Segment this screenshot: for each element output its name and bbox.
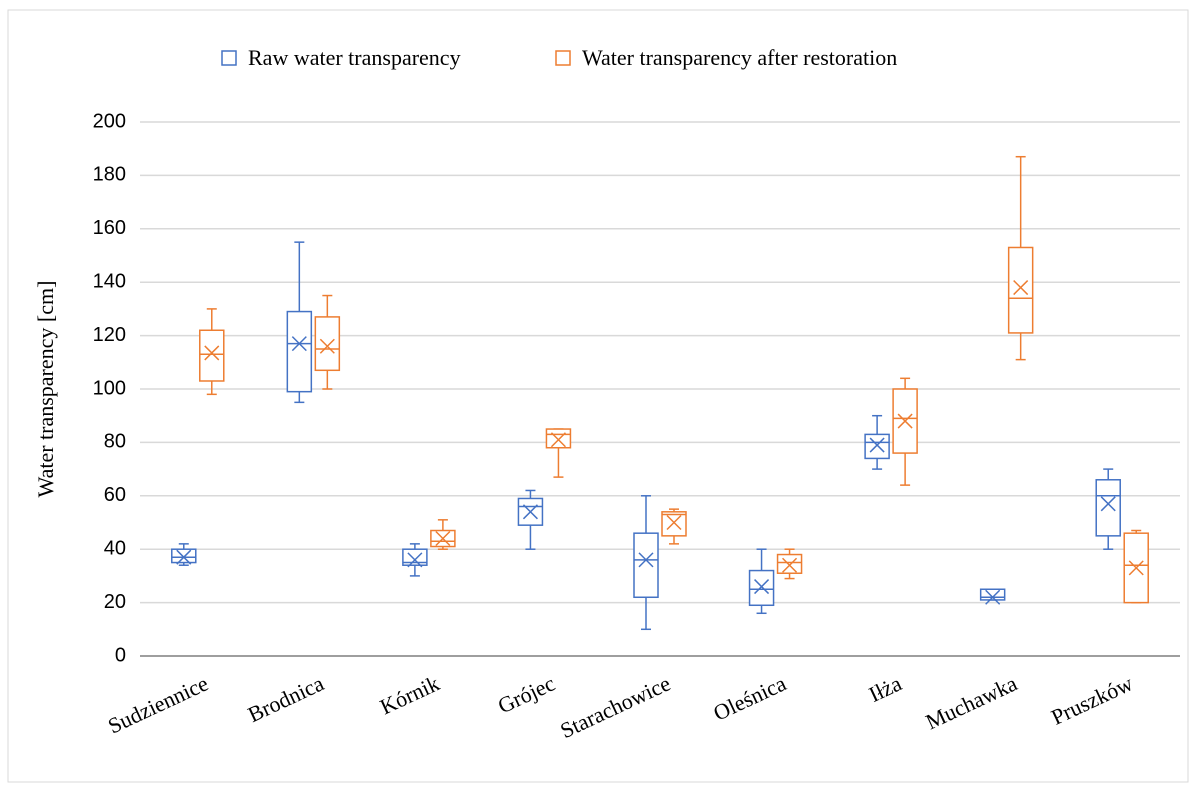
box	[748, 569, 775, 607]
mean-marker	[176, 549, 192, 565]
mean-marker	[897, 413, 913, 429]
legend-label: Raw water transparency	[248, 45, 461, 70]
y-tick-label: 140	[93, 270, 126, 292]
y-tick-label: 100	[93, 377, 126, 399]
y-tick-label: 40	[104, 537, 126, 559]
mean-marker	[407, 552, 423, 568]
legend-swatch	[555, 50, 571, 66]
box	[171, 548, 197, 564]
mean-marker	[522, 504, 538, 520]
mean-marker	[319, 338, 335, 354]
mean-marker	[550, 432, 566, 448]
mean-marker	[1128, 560, 1144, 576]
y-tick-label: 20	[104, 591, 126, 613]
y-tick-label: 80	[104, 431, 126, 453]
mean-marker	[754, 579, 770, 595]
box	[286, 310, 313, 393]
box	[199, 329, 225, 382]
box	[633, 532, 659, 599]
box	[979, 588, 1006, 601]
mean-marker	[1013, 280, 1029, 296]
box	[1095, 479, 1121, 537]
y-axis-label: Water transparency [cm]	[33, 281, 58, 498]
mean-marker	[291, 336, 307, 352]
y-tick-label: 0	[115, 644, 126, 666]
mean-marker	[985, 589, 1001, 605]
y-tick-label: 120	[93, 324, 126, 346]
box	[545, 428, 572, 449]
box	[864, 433, 890, 460]
y-tick-label: 180	[93, 164, 126, 186]
y-tick-label: 160	[93, 217, 126, 239]
chart-border	[7, 9, 1189, 783]
mean-marker	[782, 557, 798, 573]
box	[661, 511, 687, 537]
y-tick-label: 60	[104, 484, 126, 506]
legend-label: Water transparency after restoration	[582, 45, 897, 70]
y-tick-label: 200	[93, 110, 126, 132]
mean-marker	[638, 552, 654, 568]
legend-swatch	[221, 50, 237, 66]
mean-marker	[204, 345, 220, 361]
mean-marker	[666, 514, 682, 531]
mean-marker	[435, 530, 451, 547]
mean-marker	[1100, 496, 1116, 512]
mean-marker	[869, 437, 885, 453]
box	[776, 553, 803, 574]
box	[1007, 246, 1034, 334]
box	[314, 316, 341, 372]
